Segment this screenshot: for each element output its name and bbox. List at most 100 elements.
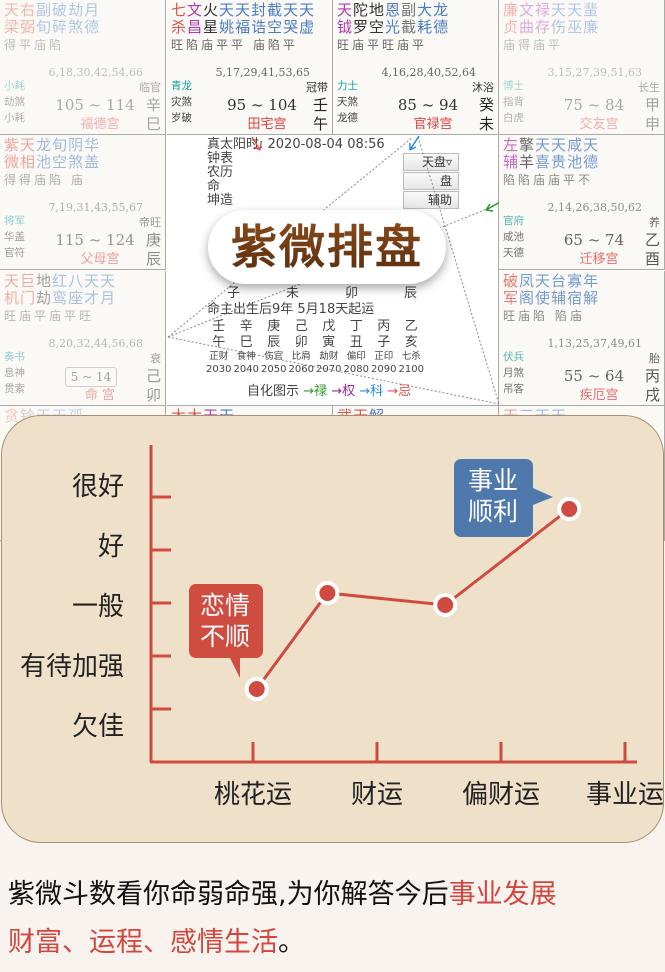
- dayun-range: 85 ~ 94: [397, 96, 459, 114]
- star-char: 星: [203, 18, 220, 36]
- star-row: 天陀地恩副大龙: [337, 2, 449, 19]
- star-char: 天: [299, 1, 316, 19]
- star-char: 凤: [519, 272, 536, 290]
- star-char: 哭: [283, 18, 300, 36]
- star-char: 空: [52, 153, 69, 171]
- dayun-item: 寅: [322, 335, 336, 350]
- dayun-item: 丙: [377, 319, 391, 334]
- dayun-item: 伤官: [264, 351, 284, 362]
- star-char: 月: [84, 1, 101, 19]
- star-char: 羊: [519, 153, 536, 171]
- star-char: 七: [171, 1, 188, 19]
- star-char: 姚: [219, 18, 236, 36]
- dayun-range: 55 ~ 64: [563, 367, 625, 385]
- star-char: 阁: [519, 289, 536, 307]
- fuzhu-button[interactable]: 辅助: [403, 191, 459, 209]
- palace-ages: 8,20,32,44,56,68: [48, 337, 143, 350]
- dayun-item: 比肩: [291, 351, 311, 362]
- palace-cell: 天右副破劫月 梁弼旬碎煞德 得平庙陷 6,18,30,42,54,66 小耗 劫煞 小耗 10…: [0, 0, 166, 135]
- dayun-range: 115 ~ 124: [55, 231, 135, 249]
- palace-stem: 甲: [644, 96, 660, 114]
- palace-minor-star: 伏兵: [503, 351, 524, 363]
- palace-minor-star: 官符: [4, 247, 25, 259]
- palace-minor-star: 白虎: [503, 112, 524, 124]
- star-char: 盖: [84, 153, 101, 171]
- star-char: 火: [203, 1, 220, 19]
- palace-minor-star: 天煞: [337, 96, 358, 108]
- dayun-item: 辰: [267, 335, 281, 350]
- callout-text: 顺利: [468, 497, 518, 526]
- star-char: 空: [267, 18, 284, 36]
- star-row: 天巨地红八天天: [4, 273, 116, 290]
- star-char: 煞: [68, 153, 85, 171]
- star-char: 门: [20, 289, 37, 307]
- star-char: 擎: [519, 136, 536, 154]
- x-tick-label: 财运: [351, 780, 403, 810]
- palace-ages: 6,18,30,42,54,66: [48, 66, 143, 79]
- star-char: 使: [535, 289, 552, 307]
- tianpan-button[interactable]: 天盘▿: [403, 153, 459, 171]
- palace-stem: 壬: [312, 96, 328, 114]
- x-tick-label: 偏财运: [462, 780, 540, 810]
- star-char: 梁: [4, 18, 21, 36]
- legend-item: →权: [331, 384, 360, 399]
- y-level-label: 欠佳: [72, 712, 124, 742]
- palace-name: 田宅宫: [247, 117, 287, 132]
- palace-cell: 天巨地红八天天 机门劫鸾座才月 旺庙平庙平旺 8,20,32,44,56,68 奏书 息神…: [0, 271, 166, 406]
- x-tick-label: 桃花运: [214, 780, 292, 810]
- star-char: 恩: [385, 1, 402, 19]
- pillar-branches: 子未卯辰: [227, 287, 463, 301]
- star-row: 机门劫鸾座才月: [4, 290, 116, 307]
- star-char: 存: [535, 18, 552, 36]
- star-brightness: 陷陷庙庙平不: [503, 173, 594, 187]
- dayun-years: 2030 2040 2050 2060 2070 2080 2090 2100: [205, 364, 425, 376]
- palace-branch: 午: [312, 115, 328, 133]
- star-char: 天: [4, 1, 21, 19]
- star-char: 巨: [20, 272, 37, 290]
- palace-minor-star: 青龙: [171, 80, 192, 92]
- star-char: 德: [433, 18, 450, 36]
- dayun-item: 亥: [404, 335, 418, 350]
- star-char: 华: [84, 136, 101, 154]
- hua-legend: 自化图示 →禄 →权 →科 →忌: [247, 385, 411, 399]
- star-char: 天: [551, 1, 568, 19]
- info-line: 钟表: [207, 151, 234, 166]
- palace-minor-star: 力士: [337, 80, 358, 92]
- changsheng-label: 长生: [638, 81, 660, 94]
- star-char: 德: [583, 153, 600, 171]
- changsheng-label: 帝旺: [139, 216, 161, 229]
- palace-stem: 庚: [145, 231, 161, 249]
- lu-arrow-icon: [485, 201, 501, 212]
- star-char: 天: [283, 1, 300, 19]
- star-char: 龙: [36, 136, 53, 154]
- star-char: 天: [4, 272, 21, 290]
- palace-branch: 戌: [644, 386, 660, 404]
- palace-name: 福德宫: [80, 117, 120, 132]
- legend-item: →科: [359, 384, 388, 399]
- legend-item: →忌: [387, 384, 412, 399]
- palace-branch: 酉: [644, 250, 660, 268]
- star-char: 截: [401, 18, 418, 36]
- star-char: 天: [84, 272, 101, 290]
- qiyun-text: 命主出生后9年 5月18天起运: [207, 302, 375, 317]
- star-char: 解: [583, 289, 600, 307]
- fortune-chart-card: [1, 415, 664, 843]
- ke-arrow-icon: [409, 135, 420, 151]
- star-row: 杀昌星姚福诰空哭虚: [171, 19, 315, 36]
- dayun-item: 正财: [209, 351, 229, 362]
- dayun-item: 2080: [343, 364, 369, 375]
- changsheng-label: 养: [649, 216, 660, 229]
- dayun-item: 子: [377, 335, 391, 350]
- dayun-range: 75 ~ 84: [563, 96, 625, 114]
- dayun-item: 七杀: [401, 351, 421, 362]
- info-line: 农历: [207, 165, 234, 180]
- changsheng-label: 沐浴: [472, 81, 494, 94]
- palace-name: 官禄宫: [413, 117, 453, 132]
- star-char: 年: [583, 272, 600, 290]
- star-char: 旬: [36, 18, 53, 36]
- star-char: 诰: [251, 18, 268, 36]
- dayun-item: 食神: [236, 351, 256, 362]
- series-line: [255, 507, 571, 690]
- star-row: 微相池空煞盖: [4, 154, 100, 171]
